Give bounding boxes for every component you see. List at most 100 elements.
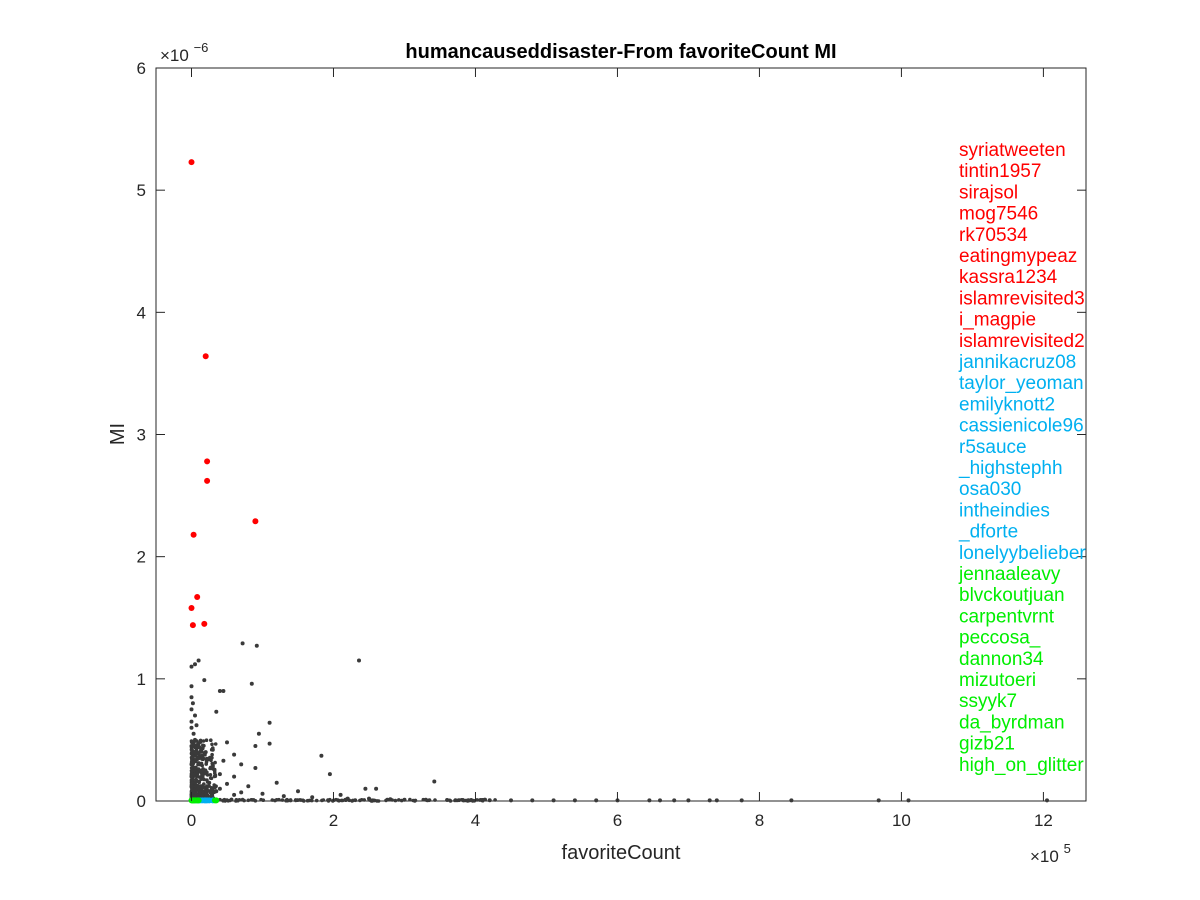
baseline-point [273,798,277,803]
gray-data-point [267,741,272,746]
baseline-point [457,798,461,802]
gray-data-point [196,658,201,663]
gray-data-point [338,792,343,797]
user-annotation-label: _dforte [958,522,1018,543]
gray-data-point [189,664,194,669]
baseline-point [334,797,338,802]
gray-data-point [253,744,258,748]
user-annotation-label: emilyknott2 [959,394,1055,415]
gray-data-point [466,798,471,803]
cluster-point [200,755,205,759]
gray-data-point [210,764,215,769]
gray-data-point [210,747,215,752]
gray-data-point [260,791,265,796]
red-data-point [189,622,196,629]
cluster-point [198,740,203,744]
cluster-point [201,739,206,743]
gray-data-point [739,798,744,803]
red-data-point [202,353,209,360]
gray-data-point [906,798,911,803]
gray-data-point [209,788,214,792]
y-tick-label: 0 [137,792,146,811]
baseline-point [331,799,335,803]
cluster-point [204,762,208,766]
gray-data-point [296,789,300,794]
baseline-point [221,798,225,803]
baseline-point [448,799,453,803]
red-data-point [188,159,195,166]
cluster-point [190,778,195,782]
gray-data-point [274,780,279,785]
user-annotation-label: da_byrdman [959,712,1065,733]
baseline-point [340,798,345,803]
user-annotation-label: islamrevisited3 [959,288,1085,309]
gray-data-point [432,779,437,784]
baseline-point [246,798,251,803]
baseline-point [359,798,364,802]
gray-data-point [357,658,361,663]
gray-data-point [388,797,393,802]
gray-data-point [647,798,652,803]
cluster-point [205,773,210,777]
user-annotation-label: ssyyk7 [959,691,1017,712]
baseline-point [277,797,281,802]
x-tick-label: 2 [329,811,338,830]
gray-data-point [249,681,254,686]
gray-data-point [189,774,194,779]
gray-data-point [239,762,244,767]
gray-data-point [194,723,199,728]
y-exponent-base: ×10 [160,46,189,65]
green-data-point [211,797,218,804]
gray-data-point [225,781,229,786]
gray-data-point [789,798,794,803]
x-exponent-power: 5 [1064,841,1071,856]
cluster-point [210,794,214,799]
green-data-point [195,797,202,804]
baseline-point [350,799,354,803]
gray-data-point [221,758,226,763]
gray-data-point [193,713,197,718]
gray-data-point [310,795,315,800]
user-annotation-label: intheindies [959,500,1050,521]
gray-data-point [319,753,324,758]
gray-data-point [189,684,194,689]
baseline-point [284,798,289,803]
gray-data-point [363,786,368,791]
cluster-point [196,767,201,771]
y-axis-label: MI [107,423,129,445]
gray-data-point [672,798,677,803]
red-data-point [201,620,208,627]
cluster-point [194,784,198,788]
user-annotation-label: eatingmypeaz [959,246,1077,267]
gray-data-point [193,780,197,785]
gray-data-point [572,798,577,803]
user-annotation-label: mog7546 [959,204,1038,225]
gray-data-point [189,719,194,724]
gray-data-point [327,772,332,777]
baseline-point [373,798,377,803]
gray-data-point [374,786,379,791]
gray-data-point [225,740,229,745]
red-data-point [188,605,195,611]
y-tick-label: 3 [137,426,146,445]
user-annotation-label: gizb21 [959,734,1015,755]
gray-data-point [256,731,261,736]
gray-data-point [658,798,662,803]
gray-data-point [189,744,194,748]
baseline-point [326,799,331,803]
gray-data-point [199,777,204,781]
gray-data-point [198,762,202,767]
gray-data-point [254,643,259,648]
baseline-point [295,798,300,802]
x-tick-label: 6 [613,811,622,830]
red-data-point [252,518,259,525]
y-tick-label: 6 [137,59,146,78]
cluster-point [201,743,205,748]
gray-data-point [203,750,208,755]
gray-data-point [551,798,556,803]
gray-data-point [707,798,712,803]
x-axis-exponent: ×10 5 [1030,841,1071,866]
user-annotation-label: syriatweeten [959,140,1066,161]
cluster-point [212,767,217,772]
gray-data-point [196,786,201,791]
